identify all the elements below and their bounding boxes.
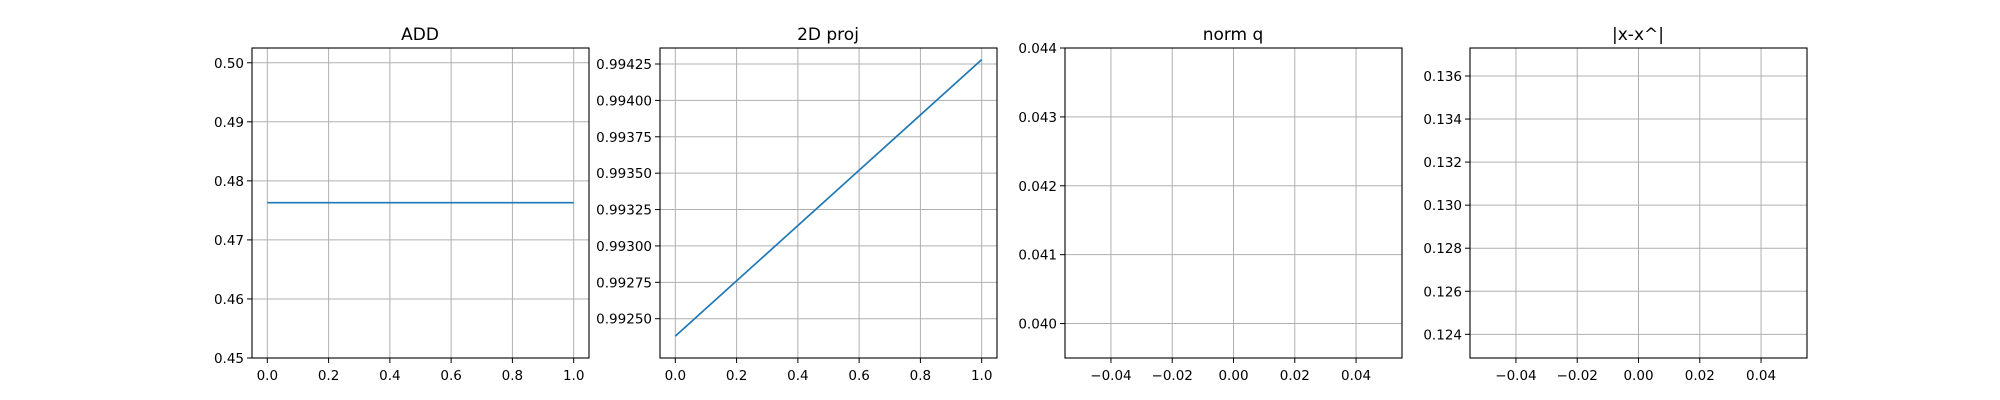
subplot-title: norm q	[1203, 25, 1264, 45]
x-tick-label: 0.4	[379, 368, 400, 384]
x-tick-label: 0.2	[318, 368, 339, 384]
x-tick-label: 0.0	[257, 368, 278, 384]
x-tick-label: 1.0	[971, 368, 992, 384]
y-tick-label: 0.128	[1423, 241, 1462, 257]
x-tick-label: 0.8	[910, 368, 931, 384]
y-tick-label: 0.99325	[596, 203, 652, 219]
gridlines	[1470, 48, 1807, 358]
subplot-add: ADD 0.0 0.2 0.4 0.6 0.8 1.0 0.45 0.46 0.47 0.48 0.…	[214, 25, 590, 384]
axes-frame	[659, 47, 998, 359]
x-tick-label: 0.2	[726, 368, 747, 384]
x-tick-label: 0.6	[440, 368, 461, 384]
subplot-2d-proj: 2D proj 0.0 0.2 0.4 0.6 0.8 1.0 0.99250 0.99275…	[596, 25, 998, 384]
gridlines	[1065, 47, 1402, 358]
series-line	[674, 59, 983, 337]
x-tick-label: 0.04	[1746, 368, 1776, 384]
y-tick-label: 0.126	[1423, 284, 1462, 300]
y-tick-label: 0.041	[1018, 248, 1057, 264]
y-tick-label: 0.99425	[596, 57, 652, 73]
y-tick-label: 0.044	[1018, 41, 1057, 57]
x-tick-label: 0.02	[1685, 368, 1715, 384]
y-tick-label: 0.45	[214, 351, 244, 367]
y-tick-label: 0.134	[1423, 112, 1462, 128]
y-tick-label: 0.99250	[596, 312, 652, 328]
x-tick-label: 0.04	[1341, 368, 1371, 384]
axes-frame	[1469, 47, 1808, 359]
x-tick-label: 0.8	[502, 368, 523, 384]
y-tick-label: 0.99300	[596, 239, 652, 255]
y-tick-label: 0.136	[1423, 69, 1462, 85]
subplot-x-error: |x-x^| −0.04 −0.02 0.00 0.02 0.04 0.124 0.126 0…	[1423, 25, 1808, 384]
x-tick-label: −0.02	[1557, 368, 1598, 384]
y-tick-label: 0.48	[214, 174, 244, 190]
y-tick-label: 0.50	[214, 56, 244, 72]
y-tick-label: 0.99400	[596, 93, 652, 109]
y-tick-label: 0.130	[1423, 198, 1462, 214]
axes-frame	[1064, 47, 1403, 359]
y-tick-label: 0.99275	[596, 275, 652, 291]
subplot-norm-q: norm q −0.04 −0.02 0.00 0.02 0.04 0.040 0.041 0…	[1018, 25, 1403, 384]
y-tick-label: 0.99350	[596, 166, 652, 182]
x-tick-label: −0.04	[1495, 368, 1536, 384]
y-tick-label: 0.043	[1018, 110, 1057, 126]
x-tick-label: 0.4	[787, 368, 808, 384]
y-tick-label: 0.040	[1018, 317, 1057, 333]
x-tick-label: 0.02	[1280, 368, 1310, 384]
x-tick-label: −0.04	[1090, 368, 1131, 384]
y-tick-label: 0.042	[1018, 179, 1057, 195]
y-tick-label: 0.132	[1423, 155, 1462, 171]
subplot-title: ADD	[401, 25, 439, 45]
x-tick-label: 0.00	[1218, 368, 1248, 384]
y-tick-label: 0.124	[1423, 327, 1462, 343]
y-tick-label: 0.46	[214, 292, 244, 308]
subplot-title: 2D proj	[797, 25, 859, 45]
x-tick-label: 1.0	[563, 368, 584, 384]
y-tick-label: 0.47	[214, 233, 244, 249]
x-tick-label: 0.6	[848, 368, 869, 384]
axes-frame	[251, 47, 590, 359]
x-tick-label: 0.0	[665, 368, 686, 384]
x-tick-label: 0.00	[1623, 368, 1653, 384]
subplot-title: |x-x^|	[1612, 25, 1664, 45]
x-tick-label: −0.02	[1152, 368, 1193, 384]
gridlines	[660, 48, 997, 358]
y-tick-label: 0.49	[214, 115, 244, 131]
y-tick-label: 0.99375	[596, 130, 652, 146]
